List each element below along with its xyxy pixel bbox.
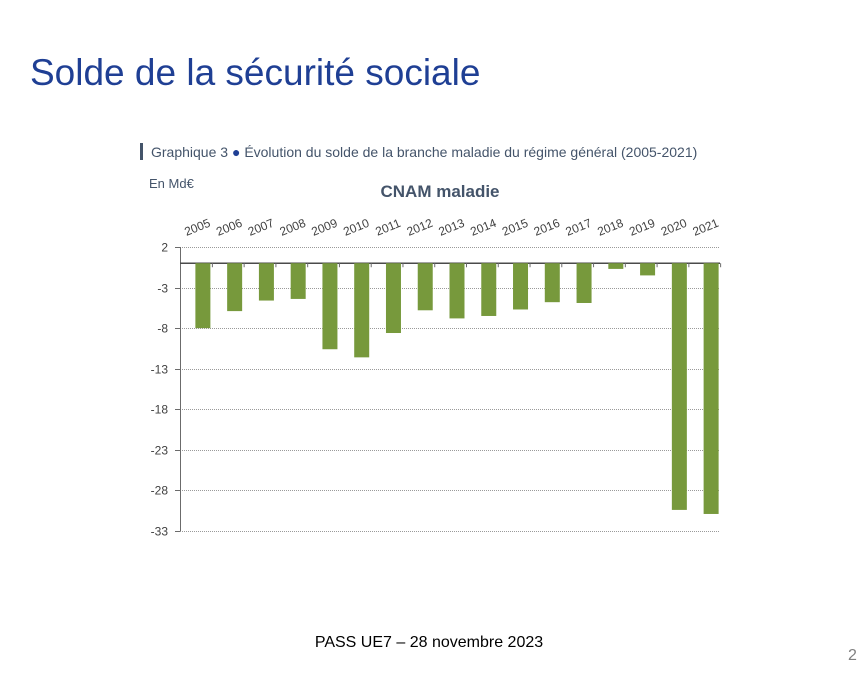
category-label: 2013: [436, 216, 466, 239]
bar-2018: [608, 263, 624, 269]
y-tick-label: -23: [151, 444, 169, 458]
unit-label: En Md€: [149, 176, 194, 191]
category-label: 2009: [309, 216, 339, 239]
category-label: 2017: [564, 216, 594, 239]
slide-title: Solde de la sécurité sociale: [30, 52, 481, 93]
bar-2015: [513, 263, 529, 310]
bar-2021: [703, 263, 719, 514]
category-label: 2008: [278, 216, 308, 239]
caption-bullet: ●: [231, 144, 241, 160]
bar-2006: [227, 263, 243, 312]
category-label: 2020: [659, 216, 689, 239]
figure-caption: Graphique 3 ● Évolution du solde de la b…: [140, 143, 697, 160]
y-tick-label: -13: [151, 363, 169, 377]
bar-2016: [544, 263, 560, 303]
y-tick-label: -33: [151, 525, 169, 539]
y-tick-label: -18: [151, 403, 169, 417]
bar-2007: [258, 263, 274, 301]
category-label: 2005: [182, 216, 212, 239]
bar-2014: [481, 263, 497, 316]
category-label: 2018: [595, 216, 625, 239]
bar-2012: [417, 263, 433, 311]
category-label: 2021: [691, 216, 721, 239]
y-tick-label: -3: [157, 282, 168, 296]
bar-2010: [354, 263, 370, 358]
bar-2009: [322, 263, 338, 350]
category-label: 2011: [373, 216, 402, 239]
category-label: 2007: [246, 216, 276, 239]
page-number: 2: [848, 647, 857, 664]
caption-prefix: Graphique 3: [151, 144, 229, 160]
category-label: 2016: [532, 216, 562, 239]
bar-2017: [576, 263, 592, 303]
chart-title: CNAM maladie: [380, 182, 500, 201]
bar-2019: [640, 263, 656, 276]
bar-2005: [195, 263, 211, 329]
bar-2011: [385, 263, 401, 334]
category-label: 2006: [214, 216, 244, 239]
footer-text: PASS UE7 – 28 novembre 2023: [314, 634, 544, 651]
category-label: 2012: [405, 216, 435, 239]
category-label: 2019: [627, 216, 657, 239]
y-tick-label: 2: [161, 241, 168, 255]
category-label: 2010: [341, 216, 371, 239]
caption-marker: [140, 143, 143, 160]
bar-2020: [671, 263, 687, 510]
y-tick-label: -28: [151, 484, 169, 498]
category-label: 2014: [468, 216, 498, 239]
category-label: 2015: [500, 216, 530, 239]
caption-text: Évolution du solde de la branche maladie…: [244, 144, 698, 160]
y-tick-label: -8: [157, 322, 168, 336]
bar-2013: [449, 263, 465, 319]
bar-2008: [290, 263, 306, 299]
